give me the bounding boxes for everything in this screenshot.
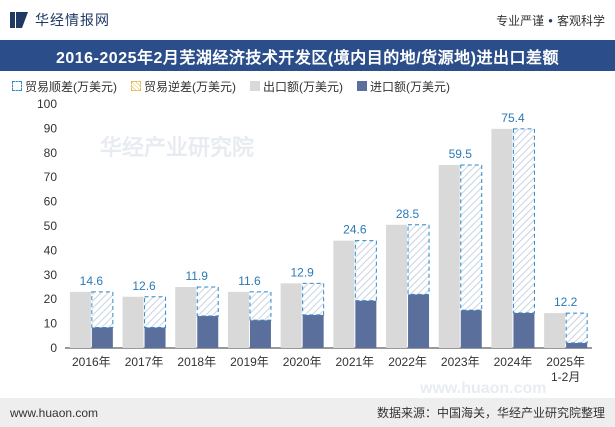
y-tick-label: 0 <box>50 341 57 355</box>
import-bar <box>513 312 535 348</box>
x-tick-label: 2021年 <box>335 355 374 369</box>
export-bar <box>438 165 460 348</box>
export-bar <box>69 291 91 348</box>
y-tick-label: 30 <box>44 268 58 282</box>
chart-area: 0 10 20 30 40 50 60 70 80 90 100 14.6 2016年 12.6 2017… <box>37 97 592 384</box>
x-tick-label-line: 2022年 <box>388 355 427 369</box>
y-tick-label: 70 <box>44 170 58 184</box>
x-tick-label: 2016年 <box>72 355 111 369</box>
import-bar <box>355 300 377 348</box>
x-tick-label: 2024年 <box>494 355 533 369</box>
legend-item-surplus: 贸易顺差(万美元) <box>12 78 117 95</box>
x-tick-label-line: 1-2月 <box>551 370 580 384</box>
surplus-bar <box>460 164 483 311</box>
x-tick-label-line: 2018年 <box>177 355 216 369</box>
import-bar <box>197 316 219 348</box>
export-bar <box>386 224 408 348</box>
brand-name: 华经情报网 <box>35 12 110 28</box>
export-bar <box>333 240 355 348</box>
surplus-bar <box>196 286 219 317</box>
import-bar <box>302 314 324 348</box>
export-bar <box>122 296 144 348</box>
footer-source: 数据来源：中国海关，华经产业研究院整理 <box>376 406 605 420</box>
x-tick-label-line: 2017年 <box>125 355 164 369</box>
import-bar <box>460 310 482 348</box>
x-tick-label-line: 2020年 <box>283 355 322 369</box>
surplus-value-label: 12.6 <box>132 279 156 293</box>
y-tick-label: 10 <box>44 317 58 331</box>
x-tick-label: 2025年 1-2月 <box>546 355 585 384</box>
export-bar <box>280 283 302 348</box>
x-tick-label: 2022年 <box>388 355 427 369</box>
import-bar <box>249 320 271 348</box>
y-tick-label: 100 <box>37 97 57 111</box>
y-tick-label: 40 <box>44 243 58 257</box>
legend-swatch-deficit <box>131 81 141 91</box>
surplus-bar <box>249 291 272 321</box>
legend-label-export: 出口额(万美元) <box>263 79 343 94</box>
tagline: 专业严谨 ● 客观科学 <box>496 12 605 29</box>
x-tick-label: 2023年 <box>441 355 480 369</box>
surplus-bar <box>144 296 167 329</box>
legend-label-import: 进口额(万美元) <box>370 79 450 94</box>
export-bar <box>175 287 197 348</box>
import-bar <box>144 327 166 348</box>
x-tick-label: 2018年 <box>177 355 216 369</box>
legend-swatch-surplus <box>12 81 22 91</box>
x-tick-label: 2019年 <box>230 355 269 369</box>
import-bar <box>91 327 113 348</box>
logo-icon <box>10 12 28 28</box>
surplus-value-label: 24.6 <box>343 223 367 237</box>
chart-legend: 贸易顺差(万美元) 贸易逆差(万美元) 出口额(万美元) 进口额(万美元) <box>12 76 450 96</box>
surplus-value-label: 11.9 <box>186 269 209 283</box>
x-tick-label-line: 2021年 <box>335 355 374 369</box>
legend-label-surplus: 贸易顺差(万美元) <box>25 79 117 94</box>
surplus-value-label: 75.4 <box>501 111 525 125</box>
export-bar <box>491 128 513 348</box>
y-tick-label: 20 <box>44 292 58 306</box>
tagline-dot: ● <box>548 15 553 25</box>
x-tick-label: 2020年 <box>283 355 322 369</box>
surplus-bar <box>565 312 588 344</box>
surplus-value-label: 59.5 <box>449 147 473 161</box>
import-bar <box>566 342 588 348</box>
surplus-bar <box>512 128 535 314</box>
legend-swatch-import <box>357 81 367 91</box>
x-tick-label: 2017年 <box>125 355 164 369</box>
x-tick-label-line: 2025年 <box>546 355 585 369</box>
y-tick-label: 50 <box>44 219 58 233</box>
surplus-value-label: 11.6 <box>238 274 261 288</box>
footer: www.huaon.com 数据来源：中国海关，华经产业研究院整理 <box>0 398 615 427</box>
surplus-bar <box>91 291 114 329</box>
surplus-value-label: 14.6 <box>80 274 104 288</box>
surplus-value-label: 12.9 <box>290 265 314 279</box>
surplus-value-label: 12.2 <box>554 295 578 309</box>
surplus-bar <box>302 282 325 316</box>
chart-title-bar: 2016-2025年2月芜湖经济技术开发区(境内目的地/货源地)进出口差额 <box>0 40 615 71</box>
x-tick-label-line: 2023年 <box>441 355 480 369</box>
tagline-left: 专业严谨 <box>496 13 545 28</box>
legend-item-export: 出口额(万美元) <box>250 78 343 95</box>
top-bar: 华经情报网 专业严谨 ● 客观科学 <box>0 0 615 40</box>
import-bar <box>408 294 430 348</box>
legend-swatch-export <box>250 81 260 91</box>
y-tick-label: 80 <box>44 146 58 160</box>
legend-item-deficit: 贸易逆差(万美元) <box>131 78 236 95</box>
y-tick-label: 60 <box>44 195 58 209</box>
surplus-bar <box>407 224 430 295</box>
x-tick-label-line: 2024年 <box>494 355 533 369</box>
x-tick-label-line: 2019年 <box>230 355 269 369</box>
x-tick-label-line: 2016年 <box>72 355 111 369</box>
legend-label-deficit: 贸易逆差(万美元) <box>144 79 236 94</box>
chart-title: 2016-2025年2月芜湖经济技术开发区(境内目的地/货源地)进出口差额 <box>55 49 560 67</box>
legend-item-import: 进口额(万美元) <box>357 78 450 95</box>
brand: 华经情报网 <box>8 9 110 31</box>
surplus-value-label: 28.5 <box>396 207 420 221</box>
surplus-bar <box>354 240 377 302</box>
export-bar <box>544 313 566 348</box>
y-tick-label: 90 <box>44 121 58 135</box>
export-bar <box>227 291 249 348</box>
tagline-right: 客观科学 <box>556 13 605 28</box>
footer-site: www.huaon.com <box>10 405 99 420</box>
